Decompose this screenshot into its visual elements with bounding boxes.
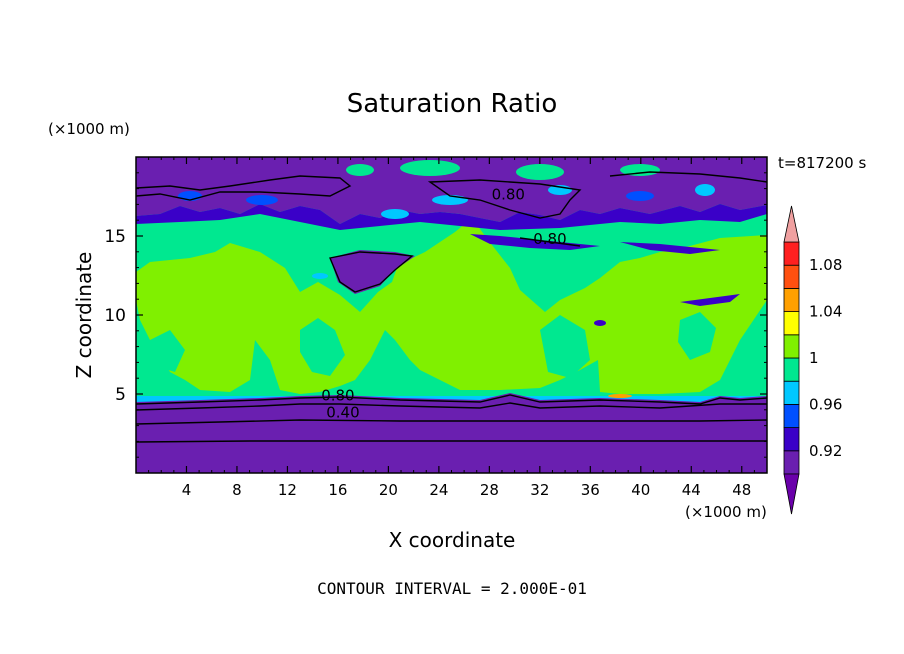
y-axis: 5 10 15 (104, 172, 767, 458)
colorbar-segment (783, 450, 800, 475)
y-tick-label: 10 (104, 306, 126, 326)
colorbar-over-arrow (783, 205, 800, 243)
contour-lines (136, 171, 767, 443)
upper-blue-band (136, 204, 767, 230)
colorbar-tick-label: 1.04 (809, 303, 842, 321)
x-tick-label: 24 (429, 481, 448, 499)
colorbar-segment (783, 287, 800, 312)
colorbar-segment (783, 403, 800, 428)
lower-dry-layer (136, 393, 767, 473)
colorbar-segment (783, 357, 800, 382)
cloud-gap (150, 312, 716, 378)
x-tick-label: 8 (232, 481, 242, 499)
y-unit-label: (×1000 m) (48, 120, 130, 138)
time-label: t=817200 s (778, 154, 866, 172)
x-tick-label: 32 (530, 481, 549, 499)
colorbar-segment (783, 380, 800, 405)
colorbar-segment (783, 264, 800, 289)
x-tick-label: 48 (732, 481, 751, 499)
x-axis-label: X coordinate (389, 528, 516, 552)
colorbar-segment (783, 241, 800, 266)
x-tick-label: 44 (682, 481, 701, 499)
surface-saturation (608, 394, 632, 398)
contour-label: 0.80 (533, 230, 566, 248)
colorbar-tick-label: 1 (809, 349, 819, 367)
x-tick-label: 20 (379, 481, 398, 499)
x-tick-label: 4 (182, 481, 192, 499)
dry-intrusions (312, 234, 740, 326)
x-tick-label: 36 (581, 481, 600, 499)
colorbar-tick-label: 1.08 (809, 256, 842, 274)
x-tick-label: 12 (278, 481, 297, 499)
saturated-region (136, 218, 767, 394)
colorbar: 0.92 0.96 1 1.04 1.08 (783, 205, 842, 515)
colorbar-segment (783, 311, 800, 336)
contour-label: 0.40 (326, 404, 359, 422)
x-axis: 4 8 12 16 20 24 28 32 36 40 44 48 (148, 157, 755, 499)
contour-interval-note: CONTOUR INTERVAL = 2.000E-01 (317, 579, 587, 598)
contour-label: 0.80 (321, 386, 354, 404)
y-axis-label: Z coordinate (72, 252, 96, 379)
contour-labels: 0.800.800.800.40 (321, 186, 566, 422)
colorbar-tick-label: 0.92 (809, 442, 842, 460)
x-tick-label: 28 (480, 481, 499, 499)
colorbar-tick-label: 0.96 (809, 395, 842, 413)
upper-dry-layer (136, 157, 767, 224)
x-tick-label: 40 (631, 481, 650, 499)
chart-title: Saturation Ratio (347, 89, 558, 119)
contour-label: 0.80 (492, 186, 525, 204)
colorbar-segment (783, 427, 800, 452)
colorbar-segment (783, 334, 800, 359)
x-unit-label: (×1000 m) (685, 503, 767, 521)
y-tick-label: 5 (115, 385, 126, 405)
colorbar-under-arrow (783, 473, 800, 515)
y-tick-label: 15 (104, 227, 126, 247)
plot-area (136, 157, 767, 473)
x-tick-label: 16 (328, 481, 347, 499)
